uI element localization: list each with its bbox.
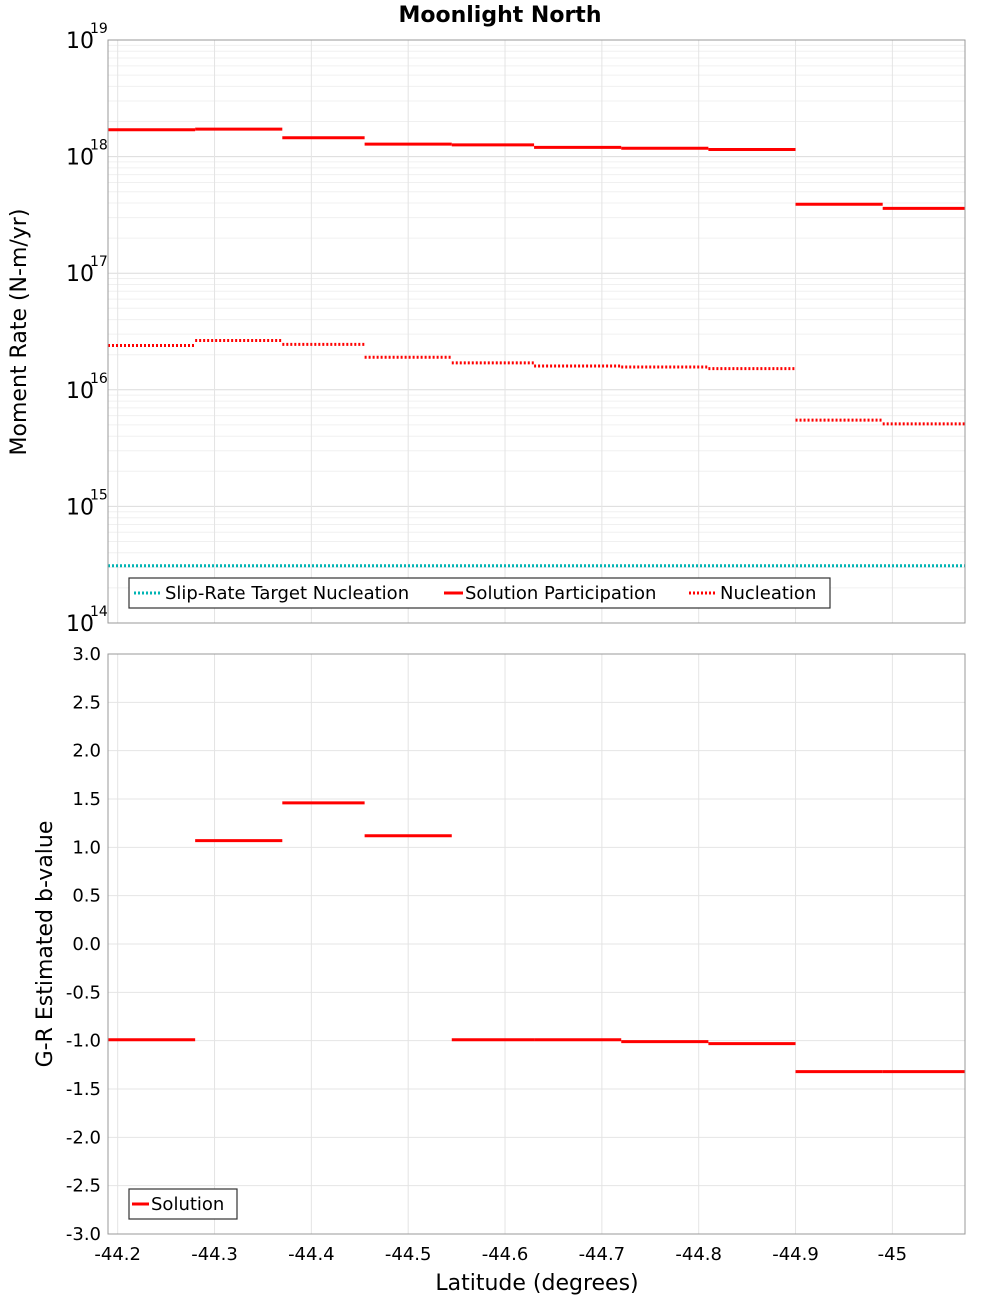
x-tick-label: -44.7 <box>579 1244 626 1265</box>
x-tick-label: -44.8 <box>675 1244 722 1265</box>
y-tick-label: 0.5 <box>72 886 101 907</box>
y-tick-label: -2.0 <box>66 1127 101 1148</box>
y-tick-label: -1.5 <box>66 1079 101 1100</box>
y-tick-label-exponent: 15 <box>90 487 108 503</box>
b-value-series <box>108 801 965 1074</box>
y-tick-label-exponent: 16 <box>90 371 108 387</box>
b-value-legend: Solution <box>128 1188 238 1220</box>
y-tick-label: 1.0 <box>72 837 101 858</box>
b-value-y-ticks: 3.0 2.5 2.0 1.5 1.0 0.5 0.0 -0.5 -1.0 -1.5 -2.0 -2.… <box>66 644 101 1245</box>
y-tick-label-base: 10 <box>66 612 94 637</box>
y-tick-label: -2.5 <box>66 1176 101 1197</box>
y-tick-label: 2.0 <box>72 741 101 762</box>
y-tick-label-base: 10 <box>66 146 94 171</box>
b-value-grid <box>108 653 965 1235</box>
x-tick-label: -45 <box>878 1244 907 1265</box>
x-tick-label: -44.2 <box>94 1244 141 1265</box>
chart-title: Moonlight North <box>398 3 601 28</box>
moment-rate-y-axis-label: Moment Rate (N-m/yr) <box>7 209 32 456</box>
latitude-x-axis-label: Latitude (degrees) <box>435 1271 638 1296</box>
moment-rate-plot-area <box>108 40 965 623</box>
x-tick-label: -44.3 <box>191 1244 238 1265</box>
y-tick-label: -0.5 <box>66 982 101 1003</box>
y-tick-label: 0.0 <box>72 934 101 955</box>
b-value-y-axis-label: G-R Estimated b-value <box>33 821 58 1068</box>
y-tick-label-exponent: 19 <box>90 21 108 37</box>
x-tick-label: -44.9 <box>772 1244 819 1265</box>
y-tick-label: -3.0 <box>66 1224 101 1245</box>
y-tick-label-base: 10 <box>66 495 94 520</box>
y-tick-label-exponent: 18 <box>90 138 108 154</box>
y-tick-label-base: 10 <box>66 29 94 54</box>
y-tick-label-exponent: 17 <box>90 254 108 270</box>
y-tick-label: 3.0 <box>72 644 101 665</box>
b-value-plot-frame <box>107 653 966 1235</box>
legend-label-solution: Solution <box>151 1194 224 1215</box>
y-tick-label: 2.5 <box>72 692 101 713</box>
legend-label-slip-rate-target: Slip-Rate Target Nucleation <box>165 583 409 604</box>
y-tick-label: -1.0 <box>66 1031 101 1052</box>
y-tick-label-base: 10 <box>66 262 94 287</box>
latitude-x-ticks: -44.2 -44.3 -44.4 -44.5 -44.6 -44.7 -44.8 -44.9… <box>94 1244 907 1265</box>
y-tick-label-base: 10 <box>66 379 94 404</box>
y-tick-label-exponent: 14 <box>90 604 108 620</box>
b-value-panel: 3.0 2.5 2.0 1.5 1.0 0.5 0.0 -0.5 -1.0 -1.5 -2.0 -2.… <box>33 644 966 1296</box>
x-tick-label: -44.5 <box>385 1244 432 1265</box>
moment-rate-series <box>108 127 965 568</box>
moment-rate-plot-frame <box>107 39 966 624</box>
legend-label-nucleation: Nucleation <box>720 583 816 604</box>
x-tick-label: -44.6 <box>482 1244 529 1265</box>
y-tick-label: 1.5 <box>72 789 101 810</box>
x-tick-label: -44.4 <box>288 1244 335 1265</box>
legend-label-solution-participation: Solution Participation <box>465 583 656 604</box>
moment-rate-legend: Slip-Rate Target Nucleation Solution Par… <box>128 577 831 609</box>
moment-rate-grid <box>108 39 965 624</box>
